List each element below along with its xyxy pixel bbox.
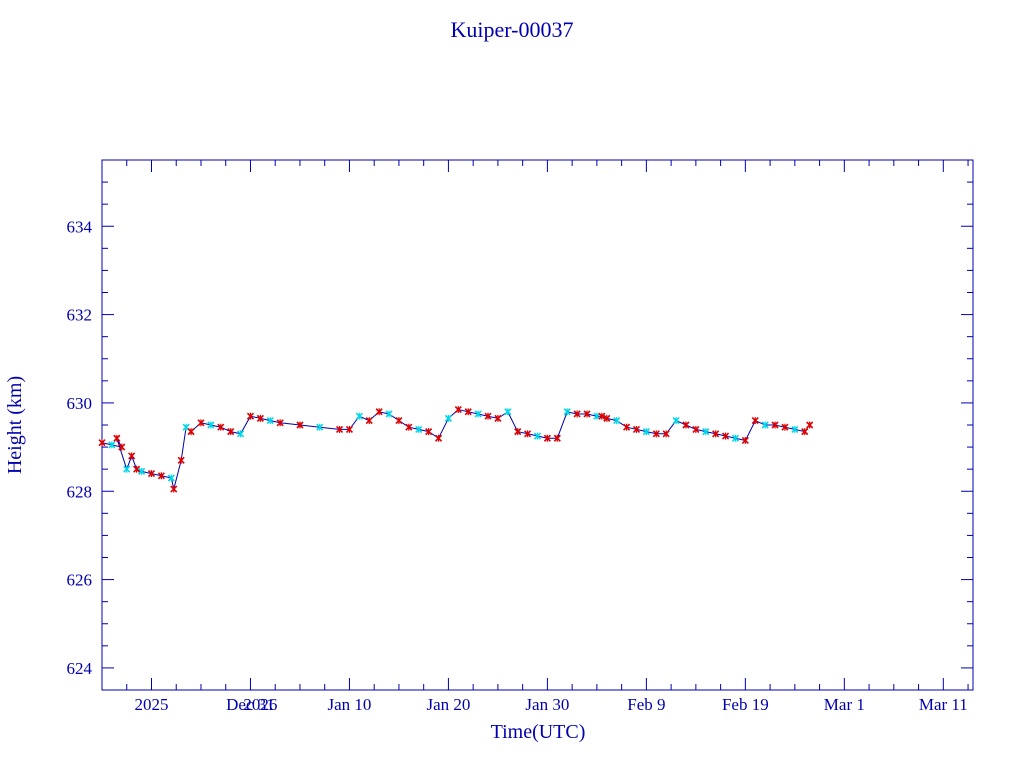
data-point (494, 414, 502, 422)
data-point (133, 465, 141, 473)
y-tick-label: 626 (67, 571, 93, 590)
data-point (543, 434, 551, 442)
data-point (702, 428, 710, 436)
data-point (118, 443, 126, 451)
x-tick-label: Jan 10 (327, 695, 371, 714)
x-tick-label: Mar 11 (919, 695, 968, 714)
x-tick-label: Feb 9 (627, 695, 665, 714)
y-tick-label: 630 (67, 394, 93, 413)
data-point (187, 428, 195, 436)
data-point (791, 425, 799, 433)
data-point (751, 417, 759, 425)
data-point (623, 423, 631, 431)
data-point (533, 432, 542, 440)
data-point (598, 412, 606, 420)
series-line (101, 408, 811, 490)
data-point (652, 430, 660, 438)
data-point (444, 414, 452, 422)
data-point (613, 417, 621, 425)
data-point (345, 425, 354, 433)
x-tick-label: Jan 30 (525, 695, 569, 714)
chart-title: Kuiper-00037 (451, 17, 574, 42)
data-point (563, 408, 571, 416)
data-point (170, 485, 178, 493)
data-point (514, 428, 522, 436)
data-point (474, 410, 482, 418)
data-point (227, 428, 235, 436)
y-tick-label: 624 (67, 659, 93, 678)
data-point (123, 465, 131, 473)
data-point (138, 467, 146, 475)
data-point (632, 425, 641, 433)
data-point (177, 456, 185, 464)
data-point (167, 474, 175, 482)
data-point (642, 428, 650, 436)
data-point (385, 410, 393, 418)
x-tick-label: 2025 (134, 695, 168, 714)
data-point (237, 430, 245, 438)
data-point (712, 430, 720, 438)
data-point (464, 408, 472, 416)
x-tick-label: Mar 1 (824, 695, 865, 714)
data-point (682, 421, 690, 429)
data-point (692, 425, 700, 433)
y-tick-label: 634 (67, 217, 93, 236)
data-point (672, 417, 680, 425)
data-point (365, 417, 373, 425)
data-point (603, 414, 611, 422)
data-point (731, 434, 740, 442)
data-point (157, 472, 165, 480)
data-point (434, 434, 443, 442)
data-point (197, 419, 205, 427)
data-point (583, 410, 591, 418)
data-point (405, 423, 413, 431)
data-point (771, 421, 779, 429)
data-point (207, 421, 215, 429)
data-point (256, 414, 264, 422)
data-point (801, 428, 809, 436)
data-point (395, 417, 403, 425)
data-point (316, 423, 324, 431)
x-tick-label: Feb 19 (722, 695, 769, 714)
data-point (113, 434, 121, 442)
data-point (266, 417, 274, 425)
data-point (524, 430, 532, 438)
data-point (721, 432, 730, 440)
x-tick-label: 2026 (243, 695, 277, 714)
data-point (276, 419, 284, 427)
data-point (806, 421, 814, 429)
data-point (217, 423, 225, 431)
data-point (504, 408, 512, 416)
data-point (781, 423, 789, 431)
data-point (246, 412, 255, 420)
x-tick-label: Jan 20 (426, 695, 470, 714)
data-point (741, 436, 749, 445)
data-point (415, 425, 423, 433)
data-point (484, 412, 492, 420)
data-point (296, 421, 304, 429)
data-point (355, 412, 363, 420)
y-axis-label: Height (km) (4, 376, 26, 474)
data-point (425, 428, 433, 436)
x-tick-label: Dec 31 (226, 695, 275, 714)
data-point (454, 405, 462, 414)
x-axis-label: Time(UTC) (491, 721, 586, 743)
y-tick-label: 632 (67, 306, 93, 325)
data-point (98, 439, 106, 447)
y-tick-label: 628 (67, 482, 93, 501)
data-point (335, 425, 344, 433)
data-point (108, 441, 116, 449)
data-point (375, 408, 383, 416)
plot-frame (101, 159, 974, 691)
data-point (128, 452, 136, 460)
data-point (573, 410, 581, 418)
data-point (662, 430, 670, 438)
data-point (147, 470, 156, 478)
data-point (553, 434, 561, 442)
data-point (761, 421, 769, 429)
